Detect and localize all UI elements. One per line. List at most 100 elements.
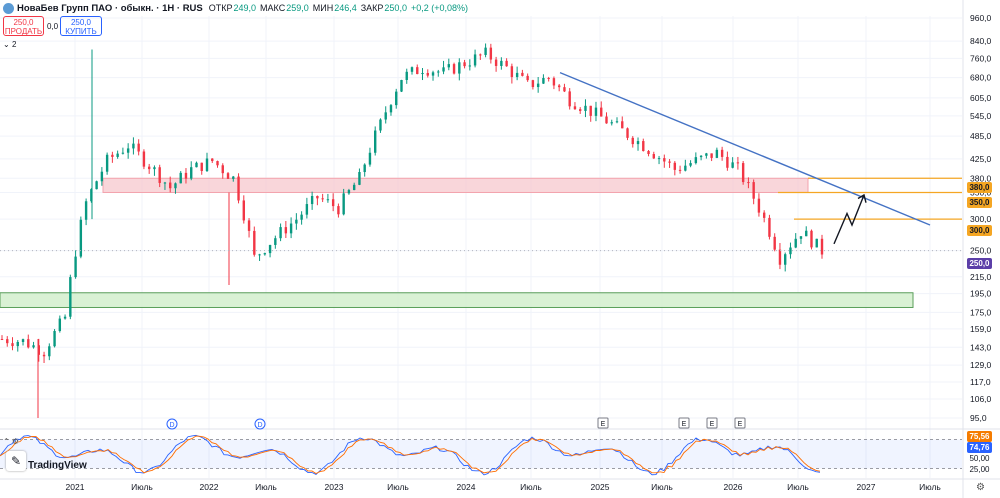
spread-value: 0,0 xyxy=(47,22,59,31)
settings-gear-icon[interactable]: ⚙ xyxy=(976,482,985,493)
price-axis-label: 175,0 xyxy=(970,307,992,317)
price-axis-label: 129,0 xyxy=(970,360,992,370)
sell-button[interactable]: 250,0 ПРОДАТЬ xyxy=(3,16,44,36)
candle-body xyxy=(253,230,256,255)
candle-body xyxy=(526,75,529,81)
candle-body xyxy=(547,77,550,79)
candle-body xyxy=(820,238,824,255)
candle-body xyxy=(268,244,272,254)
candle-body xyxy=(442,67,445,72)
indicator-controls[interactable]: ⌃ ⚙ xyxy=(3,437,20,446)
candle-body xyxy=(615,121,619,123)
candle-body xyxy=(158,167,161,183)
time-axis-label: Июль xyxy=(787,482,809,492)
earnings-marker-label: E xyxy=(601,421,606,428)
earnings-marker-label: E xyxy=(682,421,687,428)
candle-body xyxy=(631,137,634,145)
candle-body xyxy=(105,154,109,172)
price-axis-label: 680,0 xyxy=(970,73,992,83)
candle-body xyxy=(247,220,251,231)
open-label: ОТКР xyxy=(208,3,233,13)
candle-body xyxy=(6,339,9,344)
candle-body xyxy=(636,141,640,145)
candle-body xyxy=(621,121,624,129)
indicator-count: 2 xyxy=(11,40,17,49)
candle-body xyxy=(463,62,466,67)
price-axis-label: 300,0 xyxy=(970,214,992,224)
candle-body xyxy=(405,71,408,80)
tradingview-logo: TradingView xyxy=(28,460,87,471)
price-axis-label: 195,0 xyxy=(970,289,992,299)
candle-body xyxy=(179,172,182,184)
buy-button[interactable]: 250,0 КУПИТЬ xyxy=(60,16,102,36)
candle-body xyxy=(200,162,203,172)
symbol-header: НоваБев Групп ПАО · обыкн. · 1Н · RUS ОТ… xyxy=(0,0,960,16)
candle-body xyxy=(468,65,472,67)
candle-body xyxy=(395,91,398,106)
earnings-marker xyxy=(706,417,718,429)
candle-body xyxy=(147,166,151,170)
candle-body xyxy=(736,162,740,164)
candle-body xyxy=(347,190,351,194)
candle-body xyxy=(431,72,435,76)
candle-body xyxy=(568,91,571,107)
candle-body xyxy=(626,128,629,138)
candle-body xyxy=(589,105,592,116)
resistance-zone xyxy=(102,177,809,193)
candle-body xyxy=(479,54,482,56)
candle-body xyxy=(0,339,4,341)
level-tag-380: 380,0 xyxy=(967,182,992,193)
symbol-title[interactable]: НоваБев Групп ПАО · обыкн. · 1Н · RUS xyxy=(17,2,203,14)
candle-body xyxy=(237,176,240,201)
low-value: 246,4 xyxy=(334,3,357,13)
candle-body xyxy=(421,72,424,75)
candle-body xyxy=(752,182,755,199)
candle-body xyxy=(673,162,677,170)
candle-body xyxy=(111,154,114,157)
candle-body xyxy=(773,236,776,250)
price-axis-label: 159,0 xyxy=(970,324,992,334)
candle-body xyxy=(326,199,330,201)
candle-body xyxy=(211,158,214,162)
candle-body xyxy=(53,330,56,347)
candle-body xyxy=(352,184,356,191)
pencil-icon[interactable]: ✎ xyxy=(6,451,26,471)
candle-body xyxy=(757,198,761,213)
osc-level-25: 25,00 xyxy=(969,465,990,474)
time-axis-label: Июль xyxy=(131,482,153,492)
candle-body xyxy=(95,181,98,190)
high-label: МАКС xyxy=(260,3,286,13)
candle-body xyxy=(63,316,67,319)
candle-body xyxy=(647,151,650,155)
candle-body xyxy=(784,254,787,265)
dividend-marker xyxy=(166,418,178,430)
price-axis-label: 380,0 xyxy=(970,173,992,183)
candle-body xyxy=(368,152,372,165)
candle-body xyxy=(58,318,62,331)
price-axis-label: 143,0 xyxy=(970,342,992,352)
candle-body xyxy=(363,164,366,173)
candle-body xyxy=(42,354,46,357)
earnings-marker-label: E xyxy=(738,421,743,428)
candle-body xyxy=(726,156,729,168)
candle-body xyxy=(137,143,140,152)
candle-body xyxy=(720,149,724,157)
candle-body xyxy=(310,196,314,205)
candle-body xyxy=(594,107,598,116)
candle-body xyxy=(768,217,771,237)
candle-body xyxy=(126,148,130,153)
candle-body xyxy=(374,130,377,153)
candle-body xyxy=(515,72,519,78)
time-axis-label: Июль xyxy=(520,482,542,492)
candle-body xyxy=(510,66,514,78)
time-axis-label: Июль xyxy=(387,482,409,492)
candle-body xyxy=(794,238,797,248)
earnings-marker-label: E xyxy=(710,421,715,428)
collapse-indicators-button[interactable]: ⌄ 2 xyxy=(3,40,17,49)
candle-body xyxy=(16,341,19,347)
osc-band xyxy=(0,439,962,469)
candle-body xyxy=(663,158,666,162)
dividend-marker-label: D xyxy=(169,422,174,429)
time-axis-label: 2021 xyxy=(66,482,85,492)
